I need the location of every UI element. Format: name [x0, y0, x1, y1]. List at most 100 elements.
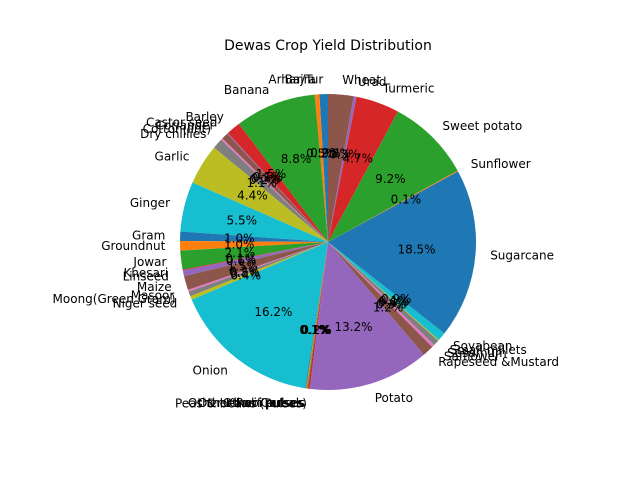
percent-label-moong-green-gram: 0.5% — [230, 266, 261, 280]
pie-slice-castor-seed — [227, 133, 328, 242]
pie-slice-other-rabi-pulses — [306, 242, 328, 389]
pie-slice-moong-green-gram — [188, 242, 328, 297]
pie-slice-small-millets — [328, 242, 439, 341]
pie-slice-onion — [191, 242, 328, 389]
pie-slice-turmeric — [328, 96, 398, 243]
percent-label-barley: 1.5% — [256, 167, 287, 181]
percent-label-sesamum: 0.6% — [378, 296, 409, 310]
percent-label-urad: 0.3% — [329, 148, 360, 162]
category-label-sweet-potato: Sweet potato — [442, 119, 522, 133]
pie-slice-dry-chillies — [214, 139, 328, 242]
category-label-moong-green-gram: Moong(Green Gram) — [53, 292, 176, 306]
percent-label-other-kharif-pulses: 0.1% — [299, 323, 330, 337]
pie-slice-potato — [309, 242, 424, 391]
percent-label-jowar: 2.1% — [225, 246, 256, 260]
pie-slice-gram — [180, 231, 328, 242]
pie-slice-sesamum — [328, 242, 439, 345]
pie-slice-sugarcane — [328, 171, 476, 334]
percent-label-banana: 8.8% — [281, 152, 312, 166]
pie-slice-cotton-lint — [221, 138, 328, 242]
category-label-urad: Urad — [358, 75, 387, 89]
pie-slice-sweet-potato — [328, 111, 458, 242]
percent-label-small-millets: 0.1% — [379, 294, 410, 308]
pie-slices — [179, 94, 476, 391]
pie-slice-masoor — [187, 242, 328, 292]
pie-slice-ginger — [180, 182, 328, 242]
pie-slice-coriander — [222, 133, 328, 242]
percent-label-wheat: 2.8% — [320, 147, 351, 161]
percent-labels: 0.9%0.5%8.8%1.5%0.1%0.7%0.2%1.1%4.4%5.5%… — [224, 146, 436, 337]
percent-label-peas-beans-pulses: 0.2% — [301, 323, 332, 337]
percent-label-arhar-tur: 0.9% — [310, 146, 341, 160]
category-label-arhar-tur: Arhar/Tur — [268, 72, 323, 86]
percent-label-ginger: 5.5% — [227, 214, 258, 228]
category-label-bajra: Bajra — [285, 73, 316, 87]
percent-label-dry-chillies: 1.1% — [246, 176, 277, 190]
pie-slice-peas-beans-pulses — [307, 242, 328, 389]
category-label-castor-seed: Castor seed — [146, 116, 217, 130]
category-label-sugarcane: Sugarcane — [490, 249, 554, 263]
category-label-banana: Banana — [224, 83, 270, 97]
category-label-turmeric: Turmeric — [382, 82, 435, 96]
pie-slice-bajra — [314, 94, 328, 242]
percent-label-bajra: 0.5% — [306, 146, 337, 160]
percent-label-maize: 1.5% — [227, 260, 258, 274]
pie-slice-safflower — [328, 242, 435, 347]
pie-slice-other-cereals — [307, 242, 328, 389]
category-label-khesari: Khesari — [123, 266, 168, 280]
percent-label-niger-seed: 0.4% — [231, 269, 262, 283]
percent-label-coriander: 0.7% — [251, 171, 282, 185]
category-label-sunflower: Sunflower — [471, 157, 531, 171]
category-label-safflower: Safflower — [444, 349, 500, 363]
pie-slice-linseed — [182, 242, 328, 277]
percent-label-other-rabi-pulses: 0.1% — [300, 323, 331, 337]
category-label-dry-chillies: Dry chillies — [140, 127, 206, 141]
category-label-small-millets: Small millets — [450, 343, 527, 357]
pie-slice-barley — [227, 123, 328, 242]
category-label-barley: Barley — [185, 110, 223, 124]
percent-label-sweet-potato: 9.2% — [375, 172, 406, 186]
category-label-sesamum: Sesamum — [447, 346, 507, 360]
pie-slice-wheat — [328, 94, 354, 242]
percent-label-sunflower: 0.1% — [391, 192, 422, 206]
percent-label-gram: 1.0% — [224, 232, 255, 246]
percent-label-cotton-lint: 0.2% — [249, 173, 280, 187]
category-label-maize: Maize — [137, 280, 172, 294]
category-label-linseed: Linseed — [123, 270, 169, 284]
category-label-coriander: Coriander — [156, 118, 215, 132]
category-label-niger-seed: Niger seed — [113, 297, 178, 311]
percent-label-masoor: 0.2% — [229, 264, 260, 278]
pie-slice-soyabean — [328, 242, 445, 341]
percent-label-garlic: 4.4% — [237, 188, 268, 202]
category-label-other-cereals: Other Cereals — [223, 396, 306, 410]
category-label-ginger: Ginger — [130, 196, 170, 210]
pie-slice-sunflower — [328, 170, 459, 242]
pie-slice-garlic — [192, 147, 328, 242]
percent-label-other-cereals: 0.1% — [300, 323, 331, 337]
category-label-potato: Potato — [375, 391, 413, 405]
percent-label-soyabean: 0.9% — [381, 292, 412, 306]
pie-slice-jowar — [180, 242, 328, 270]
category-label-soyabean: Soyabean — [453, 339, 512, 353]
pie-slice-arhar-tur — [319, 94, 328, 242]
category-label-wheat: Wheat — [342, 73, 381, 87]
percent-label-castor-seed: 0.1% — [252, 170, 283, 184]
pie-slice-khesari — [182, 242, 328, 271]
chart-title: Dewas Crop Yield Distribution — [224, 38, 432, 54]
pie-slice-urad — [328, 96, 357, 242]
category-label-other-kharif-pulses: Other Kharif pulses — [188, 396, 303, 410]
category-label-jowar: Jowar — [132, 255, 166, 269]
percent-label-safflower: 0.3% — [376, 297, 407, 311]
pie-slice-niger-seed — [190, 242, 328, 300]
category-label-cotton-lint: Cotton(lint) — [143, 122, 211, 136]
percent-label-turmeric: 4.7% — [343, 151, 374, 165]
percent-label-potato: 13.2% — [334, 320, 372, 334]
category-label-other-rabi-pulses: Other Rabi pulses — [198, 396, 305, 410]
percent-label-linseed: 0.6% — [226, 254, 257, 268]
pie-slice-rapeseed-mustard — [328, 242, 433, 355]
pie-slice-other-kharif-pulses — [305, 242, 328, 389]
category-label-gram: Gram — [132, 229, 165, 243]
pie-slice-banana — [238, 94, 328, 242]
